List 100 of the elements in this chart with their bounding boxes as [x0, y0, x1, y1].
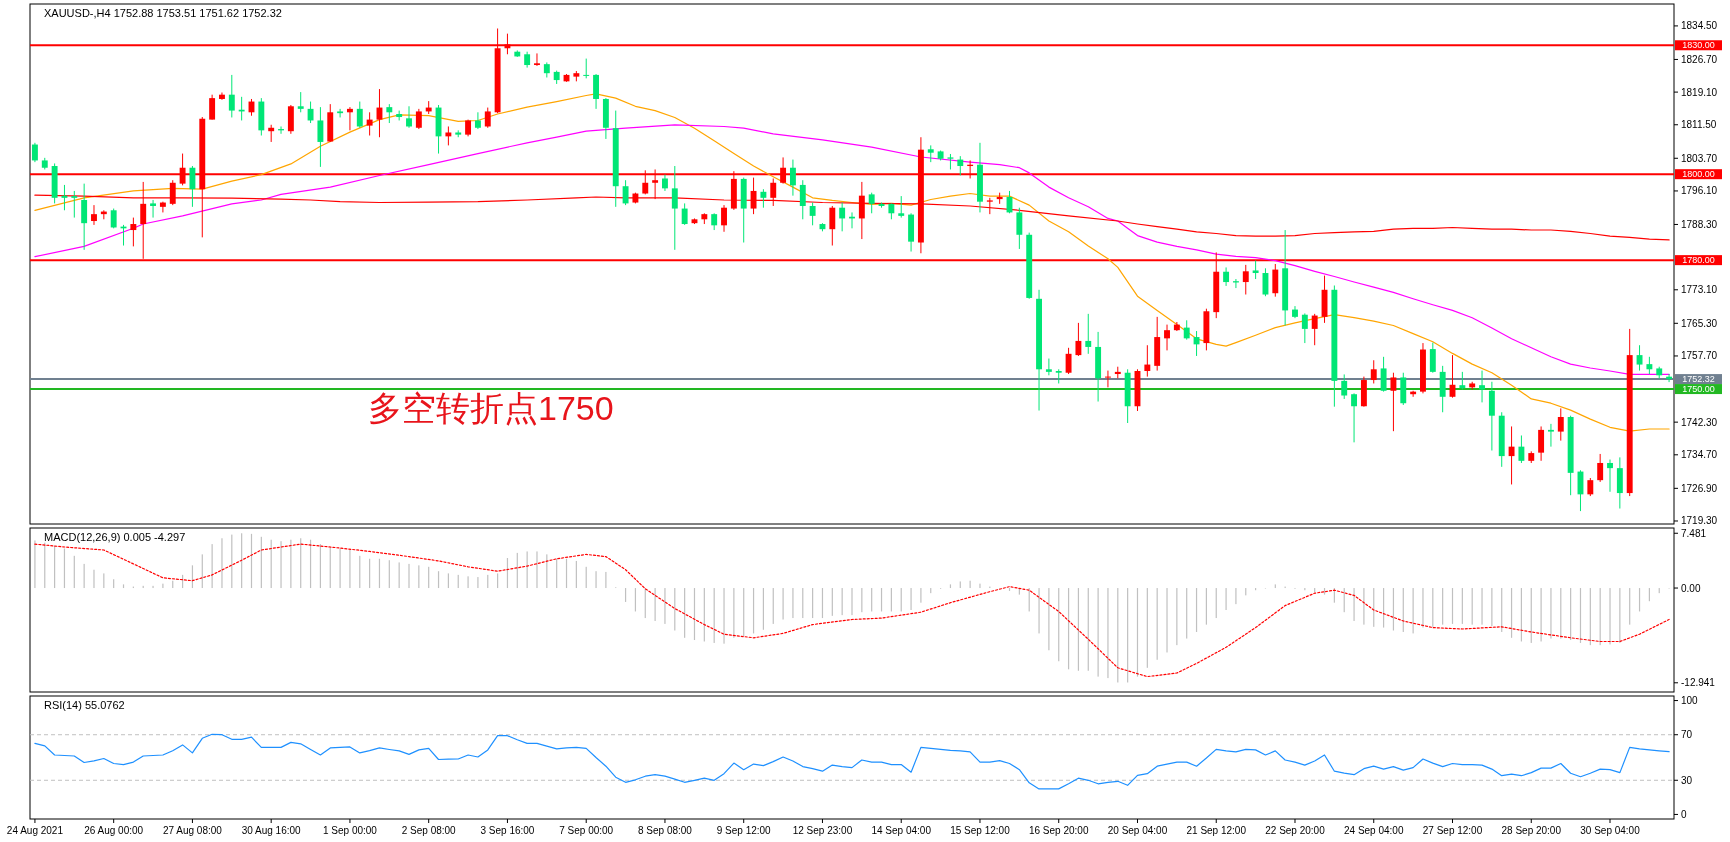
- y-tick-label: 1773.10: [1681, 284, 1718, 296]
- candlestick: [31, 142, 38, 163]
- candlestick: [1518, 434, 1525, 464]
- chart-title: RSI(14) 55.0762: [44, 699, 125, 711]
- candlestick: [1085, 313, 1092, 355]
- candlestick: [337, 108, 344, 118]
- y-tick-label: 30: [1681, 774, 1693, 786]
- candlestick: [1547, 423, 1554, 448]
- candlestick: [681, 202, 688, 226]
- candlestick: [386, 103, 393, 124]
- y-tick-label: 1742.30: [1681, 416, 1718, 428]
- x-tick-label: 24 Sep 04:00: [1344, 825, 1404, 836]
- chart-title: XAUUSD-,H4 1752.88 1753.51 1751.62 1752.32: [44, 7, 282, 19]
- candlestick: [189, 165, 196, 208]
- candlestick: [415, 108, 422, 130]
- x-tick-label: 27 Sep 12:00: [1422, 825, 1483, 836]
- y-tick-label: 1765.30: [1681, 317, 1718, 329]
- candlestick: [1065, 347, 1072, 375]
- candlestick: [1144, 344, 1151, 378]
- y-tick-label: 1726.90: [1681, 482, 1718, 494]
- line-series: [34, 543, 1670, 678]
- candlestick: [356, 101, 363, 129]
- candlestick: [228, 74, 235, 118]
- ref-line-label: 1780.00: [1682, 255, 1715, 266]
- x-tick-label: 24 Aug 2021: [6, 825, 64, 836]
- y-tick-label: 1819.10: [1681, 86, 1718, 98]
- candlestick: [1587, 477, 1594, 497]
- candlestick: [1183, 319, 1190, 341]
- candlestick: [829, 205, 836, 247]
- candlestick: [346, 106, 353, 131]
- x-tick-label: 8 Sep 08:00: [637, 825, 693, 836]
- x-tick-label: 2 Sep 08:00: [401, 825, 457, 836]
- candlestick: [1390, 372, 1397, 432]
- candlestick: [159, 201, 166, 213]
- candlestick: [1242, 264, 1249, 296]
- x-tick-label: 12 Sep 23:00: [792, 825, 853, 836]
- ref-line-label: 1830.00: [1682, 40, 1715, 51]
- candlestick: [671, 165, 678, 251]
- candlestick: [622, 179, 629, 206]
- candlestick: [317, 106, 324, 168]
- y-tick-label: 0.00: [1681, 582, 1701, 594]
- candlestick: [789, 159, 796, 197]
- candlestick: [474, 111, 481, 130]
- y-tick-label: 1796.10: [1681, 185, 1718, 197]
- candlestick: [898, 195, 905, 219]
- annotation: 多空转折点1750: [368, 389, 614, 427]
- candlestick: [1370, 359, 1377, 384]
- candlestick: [1538, 425, 1545, 462]
- candlestick: [1016, 207, 1023, 250]
- x-tick-label: 1 Sep 00:00: [322, 825, 378, 836]
- x-tick-label: 15 Sep 12:00: [950, 825, 1011, 836]
- candlestick: [1597, 453, 1604, 483]
- candlestick: [1105, 370, 1111, 388]
- x-tick-label: 27 Aug 08:00: [162, 825, 223, 836]
- y-tick-label: 70: [1681, 729, 1693, 741]
- candlestick: [1272, 263, 1279, 298]
- candlestick: [1351, 392, 1358, 443]
- candlestick: [91, 204, 97, 226]
- x-tick-label: 30 Sep 04:00: [1580, 825, 1641, 836]
- candlestick: [130, 217, 137, 247]
- x-tick-label: 26 Aug 00:00: [84, 825, 144, 836]
- y-tick-label: 1719.30: [1681, 515, 1718, 527]
- line-series: [34, 93, 1670, 432]
- candlestick: [209, 94, 216, 121]
- candlestick: [297, 91, 304, 113]
- candlestick: [1479, 370, 1485, 403]
- x-tick-label: 7 Sep 00:00: [559, 825, 614, 836]
- candlestick: [406, 105, 412, 129]
- x-tick-label: 30 Aug 16:00: [241, 825, 302, 836]
- y-tick-label: 1803.70: [1681, 152, 1718, 164]
- x-tick-label: 22 Sep 20:00: [1265, 825, 1326, 836]
- candlestick: [1508, 425, 1515, 485]
- x-tick-label: 16 Sep 20:00: [1028, 825, 1089, 836]
- candlestick: [484, 107, 491, 129]
- candlestick: [1045, 358, 1052, 376]
- x-tick-label: 21 Sep 12:00: [1186, 825, 1247, 836]
- line-series: [34, 733, 1670, 790]
- y-tick-label: 1734.70: [1681, 449, 1718, 461]
- candlestick: [1380, 356, 1387, 393]
- y-tick-label: 1826.70: [1681, 53, 1718, 65]
- candlestick: [110, 208, 117, 229]
- ref-line-label: 1800.00: [1682, 169, 1715, 180]
- candlestick: [760, 188, 767, 209]
- candlestick: [366, 111, 373, 136]
- candlestick: [307, 101, 314, 124]
- ref-line-label: 1752.32: [1682, 374, 1715, 385]
- y-tick-label: 0: [1681, 808, 1687, 820]
- candlestick: [839, 202, 846, 232]
- y-tick-label: 1834.50: [1681, 20, 1718, 32]
- line-series: [34, 124, 1670, 375]
- candlestick: [583, 58, 590, 79]
- candlestick: [1607, 459, 1613, 493]
- candlestick: [150, 199, 157, 219]
- x-tick-label: 28 Sep 20:00: [1501, 825, 1562, 836]
- candlestick: [1341, 373, 1348, 400]
- x-tick-label: 20 Sep 04:00: [1107, 825, 1168, 836]
- candlestick: [71, 190, 78, 219]
- candlestick: [1252, 260, 1259, 280]
- candlestick: [721, 204, 727, 233]
- candlestick: [534, 52, 540, 67]
